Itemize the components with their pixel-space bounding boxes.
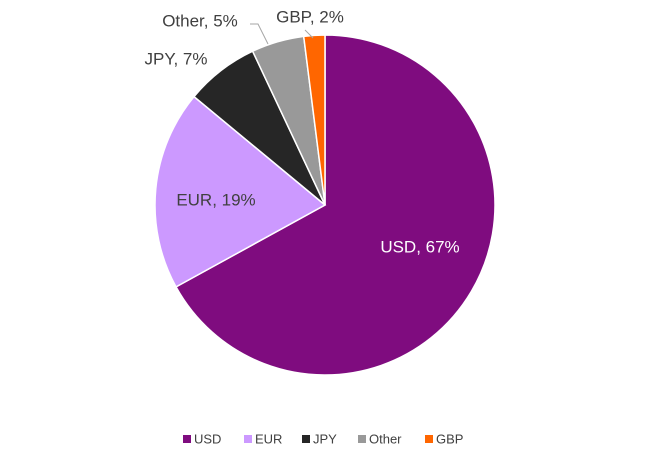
leader-line <box>304 29 314 39</box>
legend-label: Other <box>369 431 402 446</box>
pie <box>154 34 496 376</box>
data-labels: USD, 67% EUR, 19% JPY, 7% Other, 5% GBP, 2% <box>144 7 459 256</box>
legend-swatch <box>358 435 366 443</box>
legend-swatch <box>183 435 191 443</box>
data-label: EUR, 19% <box>176 190 255 209</box>
legend-label: JPY <box>313 431 337 446</box>
data-label: JPY, 7% <box>144 49 207 68</box>
legend-label: USD <box>194 431 221 446</box>
legend-swatch <box>425 435 433 443</box>
legend-swatch <box>302 435 310 443</box>
legend-label: GBP <box>436 431 463 446</box>
legend-label: EUR <box>255 431 282 446</box>
pie-slice <box>154 95 327 288</box>
data-label: USD, 67% <box>380 237 459 256</box>
data-label: Other, 5% <box>162 11 238 30</box>
legend-swatch <box>244 435 252 443</box>
data-label: GBP, 2% <box>276 7 344 26</box>
pie-slice <box>175 34 496 376</box>
leader-line <box>250 23 269 45</box>
legend: USD EUR JPY Other GBP <box>183 431 463 446</box>
pie-slice <box>302 34 326 206</box>
